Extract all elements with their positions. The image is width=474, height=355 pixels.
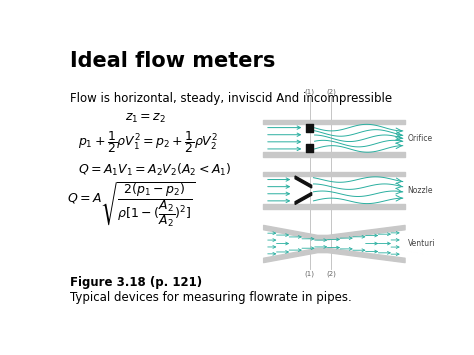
Text: Nozzle: Nozzle [408, 186, 433, 195]
Text: Venturi: Venturi [408, 239, 435, 248]
Text: Orifice: Orifice [408, 134, 433, 143]
Text: Flow is horizontal, steady, inviscid And incompressible: Flow is horizontal, steady, inviscid And… [70, 92, 392, 105]
Text: (2): (2) [326, 271, 336, 277]
Polygon shape [295, 192, 311, 204]
Text: (1): (1) [305, 89, 315, 95]
Text: $Q = A_1V_1 = A_2V_2(A_2 < A_1)$: $Q = A_1V_1 = A_2V_2(A_2 < A_1)$ [78, 162, 231, 178]
Text: $Q = A\sqrt{\dfrac{2(p_1 - p_2)}{\rho[1-(\dfrac{A_2}{A_2})^2]}}$: $Q = A\sqrt{\dfrac{2(p_1 - p_2)}{\rho[1-… [66, 181, 195, 229]
Text: $z_1 = z_2$: $z_1 = z_2$ [125, 112, 166, 125]
Text: $p_1 + \dfrac{1}{2}\rho V_1^2 = p_2 + \dfrac{1}{2}\rho V_2^2$: $p_1 + \dfrac{1}{2}\rho V_1^2 = p_2 + \d… [78, 129, 218, 155]
Text: (2): (2) [326, 89, 336, 95]
Text: Typical devices for measuring flowrate in pipes.: Typical devices for measuring flowrate i… [70, 291, 352, 304]
Text: Ideal flow meters: Ideal flow meters [70, 51, 276, 71]
Text: (1): (1) [305, 271, 315, 277]
Text: Figure 3.18 (p. 121): Figure 3.18 (p. 121) [70, 276, 202, 289]
Polygon shape [295, 176, 311, 188]
